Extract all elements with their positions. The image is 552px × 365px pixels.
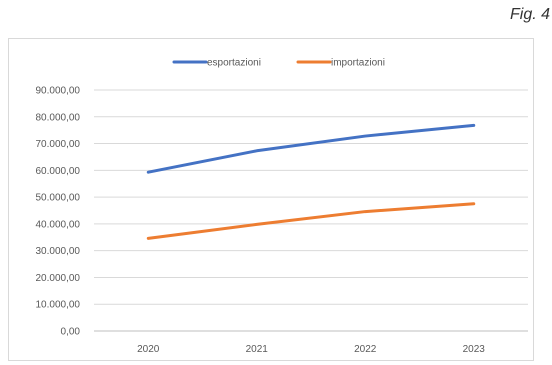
series-lines — [146, 123, 476, 240]
y-tick-label: 20.000,00 — [36, 273, 81, 284]
y-tick-label: 30.000,00 — [36, 246, 81, 257]
x-tick-label: 2023 — [463, 344, 486, 355]
legend-label: importazioni — [331, 58, 385, 69]
y-tick-label: 90.000,00 — [36, 86, 81, 97]
x-tick-label: 2021 — [246, 344, 269, 355]
y-tick-label: 50.000,00 — [36, 193, 81, 204]
y-tick-label: 60.000,00 — [36, 166, 81, 177]
y-tick-label: 80.000,00 — [36, 112, 81, 123]
chart-frame — [8, 38, 534, 361]
y-axis-ticks: 0,00 10.000,00 20.000,00 30.000,00 40.000,00… — [36, 86, 81, 338]
x-axis-ticks: 2020 2021 2022 2023 — [137, 344, 485, 355]
y-tick-label: 70.000,00 — [36, 139, 81, 150]
series-line-importazioni — [146, 202, 476, 240]
figure-label: Fig. 4 — [509, 6, 550, 23]
series-line-esportazioni — [146, 123, 476, 174]
y-tick-label: 40.000,00 — [36, 219, 81, 230]
y-tick-label: 0,00 — [61, 327, 81, 338]
legend: esportazioni importazioni — [172, 58, 385, 69]
legend-label: esportazioni — [207, 58, 261, 69]
x-tick-label: 2022 — [354, 344, 377, 355]
y-tick-label: 10.000,00 — [36, 300, 81, 311]
x-tick-label: 2020 — [137, 344, 160, 355]
